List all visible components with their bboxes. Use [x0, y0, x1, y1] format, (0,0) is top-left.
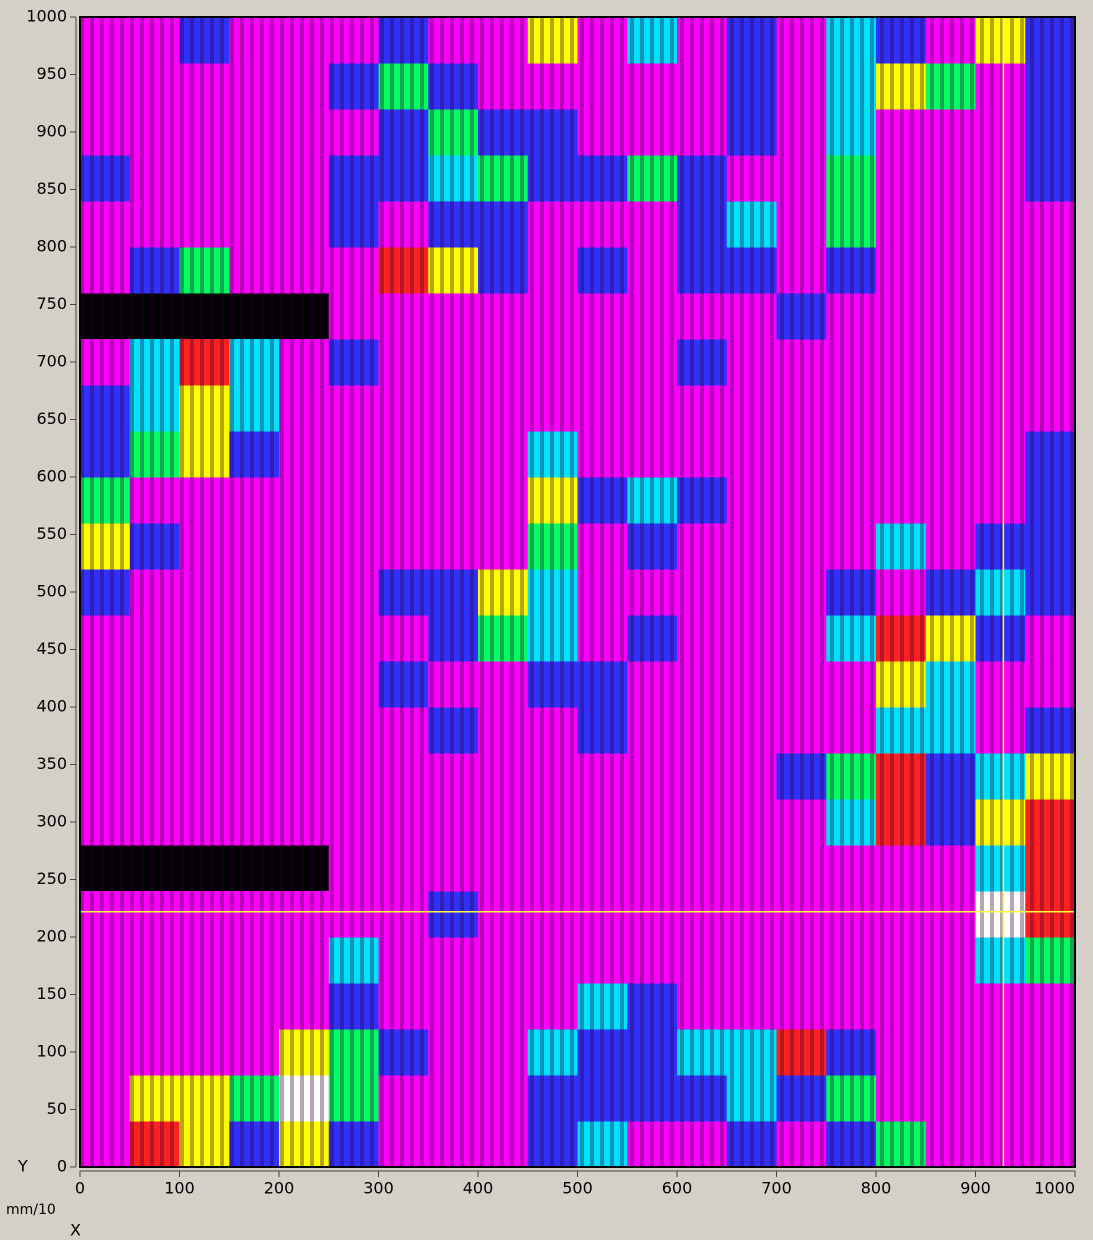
y-tick-label: 550: [36, 524, 67, 543]
y-tick-label: 0: [57, 1157, 67, 1176]
overlay: 0 50 100 150 200 250 300 350 400 450 500 550 600 650 7…: [26, 7, 1076, 1198]
x-axis-label: X: [70, 1221, 81, 1240]
y-tick-label: 300: [36, 812, 67, 831]
unit-label: mm/10: [6, 1202, 56, 1218]
y-tick-label: 250: [36, 869, 67, 888]
y-tick-label: 950: [36, 64, 67, 83]
y-tick-label: 500: [36, 582, 67, 601]
y-tick-label: 800: [36, 237, 67, 256]
x-tick-label: 500: [562, 1179, 593, 1198]
x-tick-label: 400: [463, 1179, 494, 1198]
x-tick-label: 900: [960, 1179, 991, 1198]
plot-frame: [79, 16, 1076, 1168]
y-tick-label: 750: [36, 294, 67, 313]
y-tick-label: 100: [36, 1042, 67, 1061]
y-tick-label: 600: [36, 467, 67, 486]
y-tick-label: 850: [36, 179, 67, 198]
x-tick-label: 600: [662, 1179, 693, 1198]
y-tick-label: 200: [36, 927, 67, 946]
x-tick-label: 200: [264, 1179, 295, 1198]
y-tick-label: 700: [36, 352, 67, 371]
y-tick-label: 1000: [26, 7, 67, 26]
stripe-texture: [80, 17, 1075, 1167]
y-tick-label: 350: [36, 754, 67, 773]
y-axis-label: Y: [17, 1157, 28, 1176]
y-tick-label: 650: [36, 409, 67, 428]
x-tick-label: 300: [363, 1179, 394, 1198]
x-tick-label: 0: [75, 1179, 85, 1198]
y-tick-label: 50: [47, 1099, 67, 1118]
x-tick-label: 1000: [1034, 1179, 1075, 1198]
x-tick-label: 700: [761, 1179, 792, 1198]
y-tick-label: 150: [36, 984, 67, 1003]
x-tick-label: 100: [164, 1179, 195, 1198]
y-tick-label: 450: [36, 639, 67, 658]
x-tick-label: 800: [861, 1179, 892, 1198]
y-tick-label: 400: [36, 697, 67, 716]
y-tick-label: 900: [36, 122, 67, 141]
